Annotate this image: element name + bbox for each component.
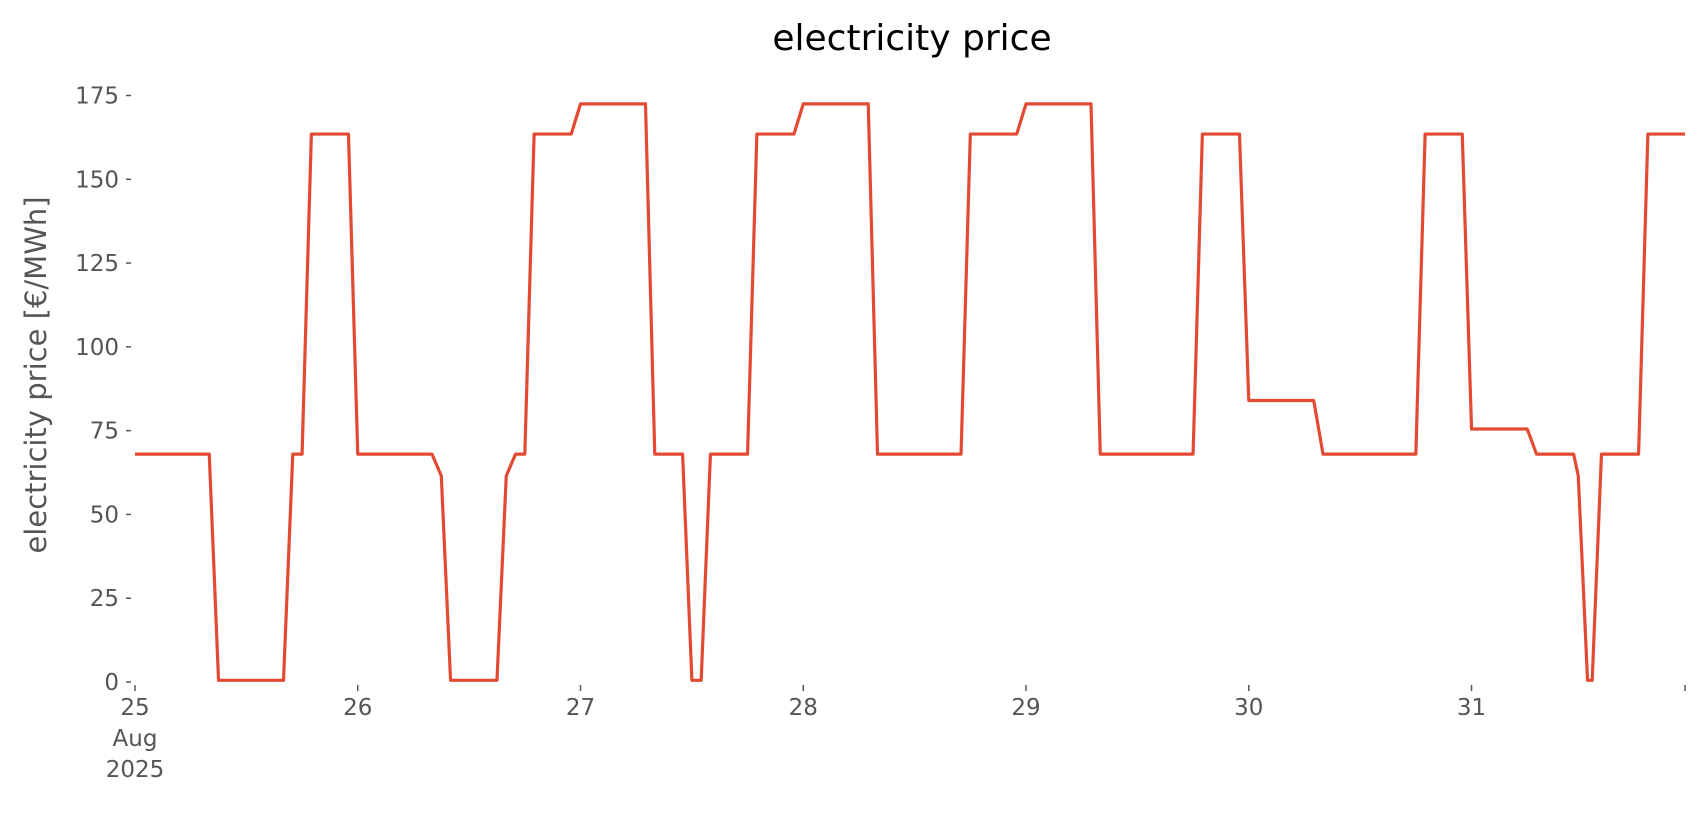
x-tick-label-0-line-2: 2025 — [106, 757, 165, 783]
x-tick-label-2: 27 — [566, 695, 595, 721]
x-tick-label-6: 31 — [1457, 695, 1486, 721]
y-tick-label-150: 150 — [75, 167, 119, 193]
y-tick-label-125: 125 — [75, 251, 119, 277]
y-axis-label: electricity price [€/MWh] — [19, 196, 53, 553]
y-tick-label-175: 175 — [75, 84, 119, 110]
x-axis-ticks: 25 Aug 2025 26 27 28 29 30 31 — [106, 685, 1686, 783]
x-tick-label-3: 28 — [789, 695, 818, 721]
y-tick-label-25: 25 — [90, 586, 119, 612]
x-tick-label-5: 30 — [1234, 695, 1263, 721]
x-tick-label-4: 29 — [1011, 695, 1040, 721]
series-line-0 — [135, 102, 1685, 682]
chart-title: electricity price — [772, 18, 1051, 59]
y-tick-label-0: 0 — [104, 670, 119, 696]
y-tick-label-75: 75 — [90, 419, 119, 445]
y-tick-label-50: 50 — [90, 502, 119, 528]
x-tick-label-0-line-1: Aug — [113, 726, 158, 752]
plot-series — [135, 102, 1685, 682]
x-tick-label-0: 25 — [120, 695, 149, 721]
x-tick-label-1: 26 — [343, 695, 372, 721]
y-tick-label-100: 100 — [75, 335, 119, 361]
y-axis-ticks: 0 25 50 75 100 125 150 175 — [75, 84, 131, 696]
